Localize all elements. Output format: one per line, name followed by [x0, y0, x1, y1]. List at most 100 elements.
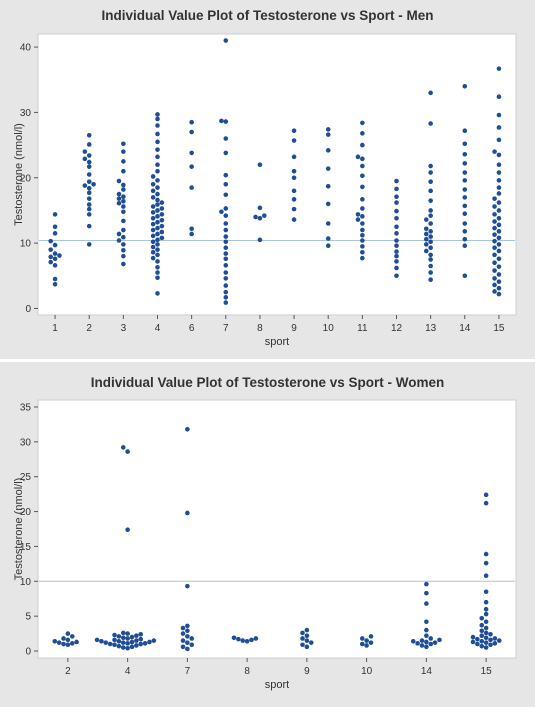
men-data-point	[462, 273, 468, 279]
men-data-point	[121, 204, 126, 209]
women-data-point	[483, 573, 489, 579]
men-data-point	[428, 90, 433, 96]
men-x-axis-title: sport	[265, 336, 289, 348]
men-data-point	[325, 243, 331, 249]
men-data-point	[291, 217, 297, 222]
men-x-tick-label-1: 1	[52, 323, 58, 334]
women-data-point	[147, 639, 152, 645]
men-data-point	[223, 119, 229, 124]
men-data-point	[155, 264, 160, 270]
women-data-point	[483, 551, 489, 557]
men-data-point	[52, 256, 58, 262]
men-data-point	[462, 195, 468, 200]
men-data-point	[121, 198, 126, 204]
men-data-point	[155, 225, 160, 231]
men-data-point	[428, 163, 433, 169]
men-data-point	[155, 202, 160, 207]
women-data-point	[180, 625, 186, 631]
women-data-point	[236, 636, 241, 642]
men-data-point	[48, 254, 54, 260]
women-data-point	[492, 641, 498, 646]
men-data-point	[394, 178, 399, 184]
men-data-point	[496, 208, 502, 213]
men-data-point	[52, 251, 58, 256]
women-data-point	[483, 619, 489, 625]
women-x-tick-label-10: 10	[361, 666, 373, 677]
men-data-point	[428, 257, 433, 262]
panel-divider	[0, 359, 535, 362]
men-data-point	[223, 213, 229, 218]
men-data-point	[360, 232, 365, 238]
men-data-point	[291, 168, 297, 174]
men-data-point	[291, 206, 297, 212]
women-data-point	[419, 638, 425, 643]
women-data-point	[483, 611, 489, 617]
men-data-point	[223, 182, 229, 187]
men-data-point	[360, 120, 365, 126]
women-data-point	[185, 646, 190, 652]
men-data-point	[428, 270, 433, 275]
men-data-point	[492, 276, 497, 281]
men-data-point	[253, 214, 258, 220]
men-data-point	[360, 156, 365, 162]
women-data-point	[483, 645, 489, 650]
women-y-tick-label: 0	[25, 647, 31, 658]
women-x-tick-label-15: 15	[481, 666, 493, 677]
men-data-point	[86, 185, 92, 191]
women-data-point	[151, 638, 157, 643]
women-y-tick-label: 35	[20, 402, 32, 413]
men-data-point	[492, 204, 497, 209]
men-data-point	[261, 213, 267, 218]
women-y-tick-label: 10	[20, 577, 32, 588]
men-data-point	[150, 174, 156, 179]
women-data-point	[479, 628, 485, 634]
men-data-point	[223, 150, 229, 156]
men-chart-title: Individual Value Plot of Testosterone vs…	[101, 8, 434, 23]
women-data-point	[483, 560, 489, 566]
men-data-point	[86, 142, 92, 147]
men-data-point	[155, 259, 160, 264]
women-data-point	[94, 637, 100, 643]
men-data-point	[159, 200, 165, 205]
men-data-point	[496, 285, 502, 291]
men-data-point	[428, 179, 433, 184]
men-data-point	[116, 196, 122, 201]
men-data-point	[355, 212, 361, 217]
men-data-point	[394, 194, 399, 200]
women-data-point	[479, 622, 485, 628]
men-data-point	[428, 229, 433, 234]
men-data-point	[121, 209, 126, 215]
men-data-point	[223, 276, 229, 281]
men-data-point	[462, 178, 468, 183]
men-data-point	[462, 203, 468, 209]
women-data-point	[120, 445, 126, 450]
men-y-tick-label: 30	[20, 108, 32, 119]
men-data-point	[492, 289, 497, 294]
women-data-point	[483, 599, 489, 605]
women-y-tick-label: 30	[20, 437, 32, 448]
men-data-point	[121, 261, 126, 267]
men-data-point	[496, 137, 502, 143]
men-data-point	[423, 226, 429, 232]
women-data-point	[364, 643, 369, 648]
women-data-point	[125, 449, 130, 454]
men-data-point	[223, 206, 229, 211]
women-data-point	[69, 634, 75, 639]
men-data-point	[121, 149, 126, 154]
men-data-point	[496, 170, 502, 175]
men-data-point	[189, 119, 194, 125]
women-data-point	[410, 638, 416, 644]
men-data-point	[155, 147, 160, 152]
men-data-point	[155, 219, 160, 225]
men-data-point	[291, 154, 297, 160]
women-data-point	[112, 637, 117, 643]
men-data-point	[325, 221, 331, 226]
men-data-point	[82, 183, 88, 188]
women-data-point	[107, 641, 113, 647]
men-data-point	[150, 195, 156, 200]
men-data-point	[52, 263, 58, 268]
women-data-point	[483, 640, 489, 645]
men-data-point	[52, 224, 58, 230]
men-data-point	[155, 197, 160, 203]
men-data-point	[462, 187, 468, 192]
